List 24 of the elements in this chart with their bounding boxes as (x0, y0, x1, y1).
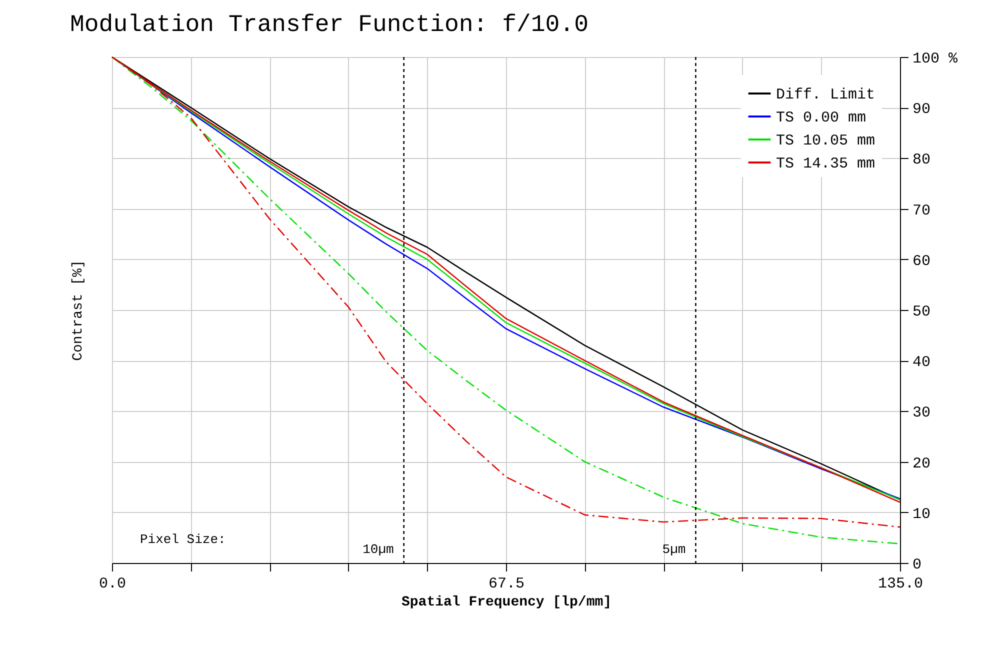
x-tick-label: 0.0 (98, 576, 126, 592)
y-tick-label: 70 (912, 202, 931, 220)
y-tick-label: 30 (912, 404, 931, 422)
y-tick-label: 100 % (912, 50, 959, 68)
y-tick-label: 10 (912, 506, 931, 523)
y-tick-label: 80 (912, 152, 931, 169)
y-axis-title: Contrast [%] (70, 260, 86, 361)
y-tick-label: 90 (912, 101, 931, 118)
x-axis-title: Spatial Frequency [lp/mm] (401, 594, 612, 610)
y-tick-label: 60 (912, 252, 931, 270)
ref-line-label: 10µm (362, 542, 394, 557)
ref-line-label: 5µm (662, 542, 686, 557)
y-tick-label: 40 (912, 354, 931, 372)
y-tick-label: 50 (912, 304, 931, 320)
legend-label: TS 14.35 mm (776, 156, 876, 172)
legend-label: TS 0.00 mm (776, 110, 866, 126)
y-tick-label: 0 (912, 556, 922, 574)
y-tick-label: 20 (912, 455, 931, 472)
legend-label: Diff. Limit (776, 86, 876, 104)
x-tick-label: 135.0 (878, 576, 924, 592)
legend-label: TS 10.05 mm (776, 132, 876, 150)
x-tick-label: 67.5 (488, 576, 525, 592)
annotation: Pixel Size: (140, 532, 226, 547)
chart-title: Modulation Transfer Function: f/10.0 (70, 12, 588, 39)
